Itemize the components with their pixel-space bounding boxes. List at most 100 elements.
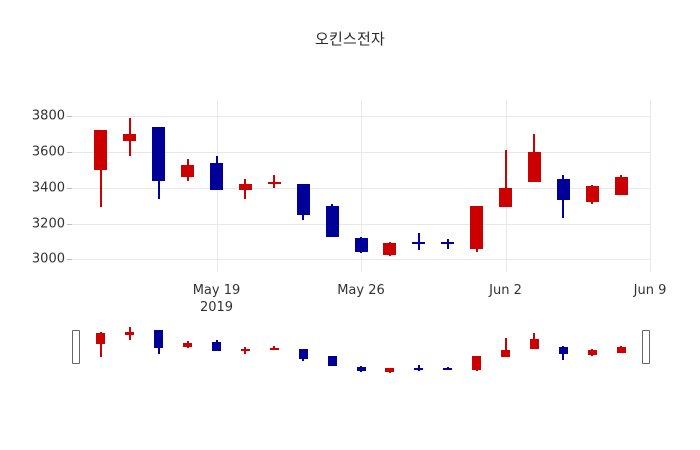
- overview-candlestick: [529, 322, 539, 378]
- overview-candlestick-body: [501, 350, 510, 357]
- candlestick[interactable]: [267, 100, 281, 272]
- candlestick[interactable]: [556, 100, 570, 272]
- overview-candlestick: [183, 322, 193, 378]
- candlestick[interactable]: [296, 100, 310, 272]
- y-axis-tick-label: 3600: [31, 144, 65, 160]
- candlestick[interactable]: [181, 100, 195, 272]
- overview-candlestick-body: [356, 366, 366, 372]
- candlestick-body: [354, 237, 368, 253]
- y-axis-tick-mark: [67, 151, 72, 153]
- range-slider-right-handle[interactable]: [642, 330, 650, 364]
- candlestick[interactable]: [238, 100, 252, 272]
- overview-candlestick-body: [529, 338, 539, 349]
- candlestick-body: [614, 177, 628, 195]
- y-axis-tick-mark: [67, 116, 72, 118]
- overview-candlestick-body: [472, 356, 482, 371]
- overview-candlestick: [269, 322, 279, 378]
- plot-area[interactable]: 3000 3200 3400 3600 3800 May 19 2019 May 26 Jun…: [32, 100, 666, 315]
- page-title: 오킨스전자: [314, 30, 385, 48]
- gridline-vertical: [361, 100, 362, 272]
- candlestick[interactable]: [210, 100, 223, 272]
- overview-candlestick: [356, 322, 366, 378]
- candlestick[interactable]: [354, 100, 368, 272]
- y-axis-tick-mark: [67, 223, 72, 225]
- overview-candlestick-body: [240, 349, 250, 352]
- candlestick-body: [94, 130, 108, 170]
- overview-candlestick: [154, 322, 164, 378]
- candlestick[interactable]: [470, 100, 484, 272]
- candlestick-body: [238, 184, 252, 190]
- candlestick[interactable]: [94, 100, 108, 272]
- overview-candlestick: [327, 322, 337, 378]
- candlestick[interactable]: [614, 100, 628, 272]
- y-axis-tick-label: 3400: [31, 180, 65, 196]
- overview-candlestick: [212, 322, 221, 378]
- y-axis-tick-label: 3800: [31, 108, 65, 124]
- candlestick-body: [325, 205, 339, 238]
- candlestick-body: [123, 134, 137, 142]
- candlestick[interactable]: [585, 100, 599, 272]
- candlestick[interactable]: [152, 100, 166, 272]
- candlestick-body: [441, 242, 455, 245]
- x-axis-tick-label: Jun 9: [633, 283, 667, 298]
- y-axis-tick-label: 3000: [31, 251, 65, 267]
- x-axis-tick-label: Jun 2: [489, 283, 522, 298]
- candlestick-body: [412, 241, 426, 244]
- overview-candlestick-body: [587, 349, 597, 355]
- overview-candlestick: [587, 322, 597, 378]
- y-axis-tick-mark: [67, 259, 72, 261]
- overview-candlestick: [240, 322, 250, 378]
- candlestick-body: [556, 178, 570, 201]
- x-axis-tick-label: May 26: [337, 283, 385, 298]
- candlestick[interactable]: [499, 100, 512, 272]
- candlestick-body: [296, 184, 310, 215]
- candlestick[interactable]: [412, 100, 426, 272]
- overview-candlestick-body: [96, 332, 106, 345]
- overview-candlestick-body: [385, 368, 395, 373]
- candlestick-body: [152, 126, 166, 181]
- candlestick-body: [267, 181, 281, 184]
- overview-candlestick-body: [558, 347, 568, 355]
- candlestick-body: [210, 162, 223, 190]
- candlestick[interactable]: [383, 100, 397, 272]
- candlestick-body: [585, 186, 599, 203]
- candlestick[interactable]: [527, 100, 541, 272]
- candlestick-body: [383, 243, 397, 255]
- candlestick-body: [470, 205, 484, 249]
- x-axis-year-label: 2019: [199, 300, 234, 315]
- overview-candlestick-body: [327, 356, 337, 367]
- candlestick-body: [499, 187, 512, 208]
- overview-candlestick-body: [414, 367, 424, 370]
- overview-candlestick-wick: [504, 337, 507, 357]
- candlestick-body: [181, 164, 195, 178]
- overview-candlestick-body: [616, 346, 626, 353]
- candlestick[interactable]: [325, 100, 339, 272]
- candlestick[interactable]: [441, 100, 455, 272]
- overview-candlestick: [414, 322, 424, 378]
- candlestick-body: [527, 151, 541, 183]
- overview-candlestick-body: [154, 330, 164, 348]
- candlestick-wick: [504, 150, 507, 208]
- overview-candlestick-wick: [417, 365, 420, 371]
- overview-candlestick: [501, 322, 510, 378]
- overview-candlestick-body: [125, 331, 135, 336]
- range-slider[interactable]: [72, 322, 650, 378]
- overview-candlestick: [298, 322, 308, 378]
- candlestick[interactable]: [123, 100, 137, 272]
- overview-candlestick: [472, 322, 482, 378]
- overview-candlestick-body: [298, 349, 308, 360]
- overview-candlestick: [558, 322, 568, 378]
- overview-candlestick: [96, 322, 106, 378]
- range-slider-left-handle[interactable]: [72, 330, 80, 364]
- overview-candlestick-body: [443, 368, 453, 371]
- overview-candlestick: [616, 322, 626, 378]
- overview-candlestick: [385, 322, 395, 378]
- overview-candlestick-body: [183, 342, 193, 347]
- overview-candlestick: [443, 322, 453, 378]
- y-axis-tick-mark: [67, 187, 72, 189]
- overview-candlestick-body: [269, 348, 279, 351]
- overview-candlestick: [125, 322, 135, 378]
- gridline-vertical: [650, 100, 651, 272]
- overview-candlestick-body: [212, 342, 221, 351]
